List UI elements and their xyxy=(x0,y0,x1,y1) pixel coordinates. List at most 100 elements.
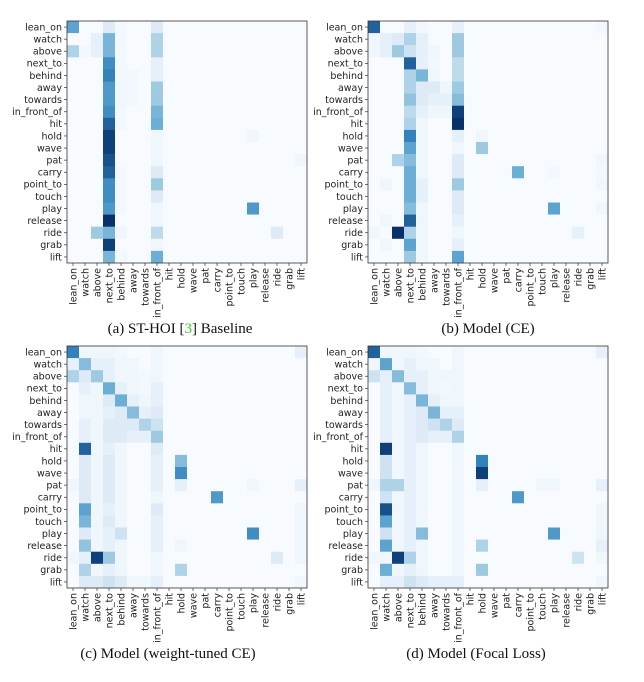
heatmap-cell-point_to-ride xyxy=(572,503,585,516)
heatmap-cell-away-in_front_of xyxy=(151,406,164,419)
y-tick-label: ride xyxy=(345,228,364,239)
y-tick-label: grab xyxy=(341,565,363,576)
heatmap-cell-play-touch xyxy=(235,202,248,215)
heatmap-cell-play-in_front_of xyxy=(452,527,465,540)
heatmap-cell-touch-wave xyxy=(187,190,200,203)
heatmap-cell-above-wave xyxy=(187,370,200,383)
heatmap-cell-wave-grab xyxy=(584,142,597,155)
heatmap-cell-wave-grab xyxy=(283,467,296,480)
heatmap-cell-behind-grab xyxy=(584,69,597,82)
heatmap-cell-grab-play xyxy=(548,238,561,252)
heatmap-cell-behind-lean_on xyxy=(368,394,381,407)
heatmap-cell-carry-grab xyxy=(584,166,597,179)
heatmap-cell-ride-wave xyxy=(187,551,200,565)
heatmap-cell-above-carry xyxy=(512,45,525,58)
heatmap-cell-lean_on-ride xyxy=(572,346,585,359)
heatmap-cell-away-lean_on xyxy=(67,406,80,419)
heatmap-cell-ride-above xyxy=(91,551,104,565)
heatmap-cell-towards-release xyxy=(259,93,272,106)
heatmap-cell-above-play xyxy=(548,45,561,58)
heatmap-cell-away-above xyxy=(91,81,104,94)
heatmap-cell-behind-watch xyxy=(79,69,92,82)
heatmap-cell-watch-watch xyxy=(380,358,393,371)
heatmap-cell-towards-towards xyxy=(139,93,152,106)
heatmap-cell-lean_on-in_front_of xyxy=(151,346,164,359)
heatmap-cell-point_to-grab xyxy=(283,178,296,191)
heatmap-cell-lean_on-away xyxy=(127,21,140,34)
heatmap-cell-behind-hit xyxy=(464,394,477,407)
heatmap-cell-in_front_of-carry xyxy=(211,105,224,119)
heatmap-cell-touch-in_front_of xyxy=(452,190,465,203)
heatmap-cell-ride-pat xyxy=(500,551,513,565)
heatmap-cell-hit-ride xyxy=(271,442,284,456)
heatmap-cell-away-hold xyxy=(175,81,188,94)
heatmap-cell-in_front_of-in_front_of xyxy=(452,430,465,444)
heatmap-cell-away-hit xyxy=(163,406,176,419)
heatmap-cell-pat-point_to xyxy=(524,154,537,167)
heatmap-cell-away-away xyxy=(428,81,441,94)
heatmap-cell-grab-pat xyxy=(199,238,212,252)
heatmap-cell-in_front_of-hold xyxy=(476,430,489,444)
heatmap-cell-behind-lift xyxy=(295,394,308,407)
heatmap-cell-behind-watch xyxy=(380,69,393,82)
heatmap-cell-point_to-play xyxy=(247,503,260,516)
heatmap-cell-pat-hold xyxy=(476,479,489,492)
heatmap-cell-wave-release xyxy=(560,142,573,155)
heatmap-cell-wave-watch xyxy=(380,467,393,480)
heatmap-cell-towards-release xyxy=(560,418,573,431)
x-tick-label: point_to xyxy=(525,268,536,307)
heatmap-cell-carry-hold xyxy=(175,166,188,179)
heatmap-cell-release-watch xyxy=(380,214,393,227)
x-tick-label: carry xyxy=(513,593,524,618)
heatmap-cell-carry-next_to xyxy=(103,166,116,179)
heatmap-cell-grab-in_front_of xyxy=(151,563,164,577)
heatmap-cell-in_front_of-pat xyxy=(500,105,513,119)
heatmap-cell-release-towards xyxy=(139,539,152,552)
heatmap-cell-pat-in_front_of xyxy=(452,154,465,167)
heatmap-cell-lift-watch xyxy=(79,575,92,589)
heatmap-cell-next_to-behind xyxy=(115,382,128,395)
heatmap-cell-above-ride xyxy=(572,370,585,383)
heatmap-cell-hit-wave xyxy=(488,117,501,131)
x-tick-label: above xyxy=(393,268,404,297)
heatmap-cell-play-wave xyxy=(488,527,501,540)
heatmap-cell-behind-lift xyxy=(596,394,609,407)
heatmap-cell-hit-next_to xyxy=(404,117,417,131)
heatmap-cell-lift-wave xyxy=(187,250,200,264)
heatmap-cell-ride-point_to xyxy=(524,551,537,565)
y-tick-label: lean_on xyxy=(326,347,363,358)
heatmap-cell-pat-away xyxy=(127,154,140,167)
heatmap-cell-above-above xyxy=(91,370,104,383)
heatmap-cell-lift-grab xyxy=(584,250,597,264)
heatmap-cell-watch-hit xyxy=(163,358,176,371)
heatmap-cell-grab-in_front_of xyxy=(151,238,164,252)
heatmap-cell-grab-touch xyxy=(235,238,248,252)
heatmap-cell-play-behind xyxy=(416,527,429,540)
heatmap-cell-above-in_front_of xyxy=(452,370,465,383)
heatmap-cell-behind-wave xyxy=(187,69,200,82)
heatmap-cell-watch-in_front_of xyxy=(452,358,465,371)
heatmap-cell-hit-pat xyxy=(199,117,212,131)
heatmap-cell-wave-hit xyxy=(464,467,477,480)
heatmap-cell-ride-watch xyxy=(380,226,393,240)
heatmap-cell-hit-release xyxy=(259,442,272,456)
heatmap-cell-lean_on-ride xyxy=(271,346,284,359)
heatmap-cell-towards-lift xyxy=(596,418,609,431)
heatmap-cell-lift-grab xyxy=(283,250,296,264)
heatmap-cell-point_to-watch xyxy=(380,178,393,191)
heatmap-cell-carry-hit xyxy=(464,166,477,179)
heatmap-cell-pat-pat xyxy=(199,154,212,167)
heatmap-cell-next_to-wave xyxy=(488,57,501,70)
heatmap-cell-touch-release xyxy=(259,190,272,203)
caption-citation[interactable]: 3 xyxy=(185,321,193,337)
heatmap-cell-grab-above xyxy=(392,238,405,252)
heatmap-cell-hit-above xyxy=(91,442,104,456)
heatmap-cell-release-hold xyxy=(175,214,188,227)
heatmap-cell-grab-lean_on xyxy=(368,563,381,577)
heatmap-cell-play-hit xyxy=(163,527,176,540)
heatmap-cell-point_to-above xyxy=(91,503,104,516)
heatmap-cell-point_to-next_to xyxy=(103,178,116,191)
heatmap-cell-in_front_of-hit xyxy=(163,430,176,444)
heatmap-cell-point_to-release xyxy=(259,503,272,516)
heatmap-cell-lift-next_to xyxy=(404,250,417,264)
